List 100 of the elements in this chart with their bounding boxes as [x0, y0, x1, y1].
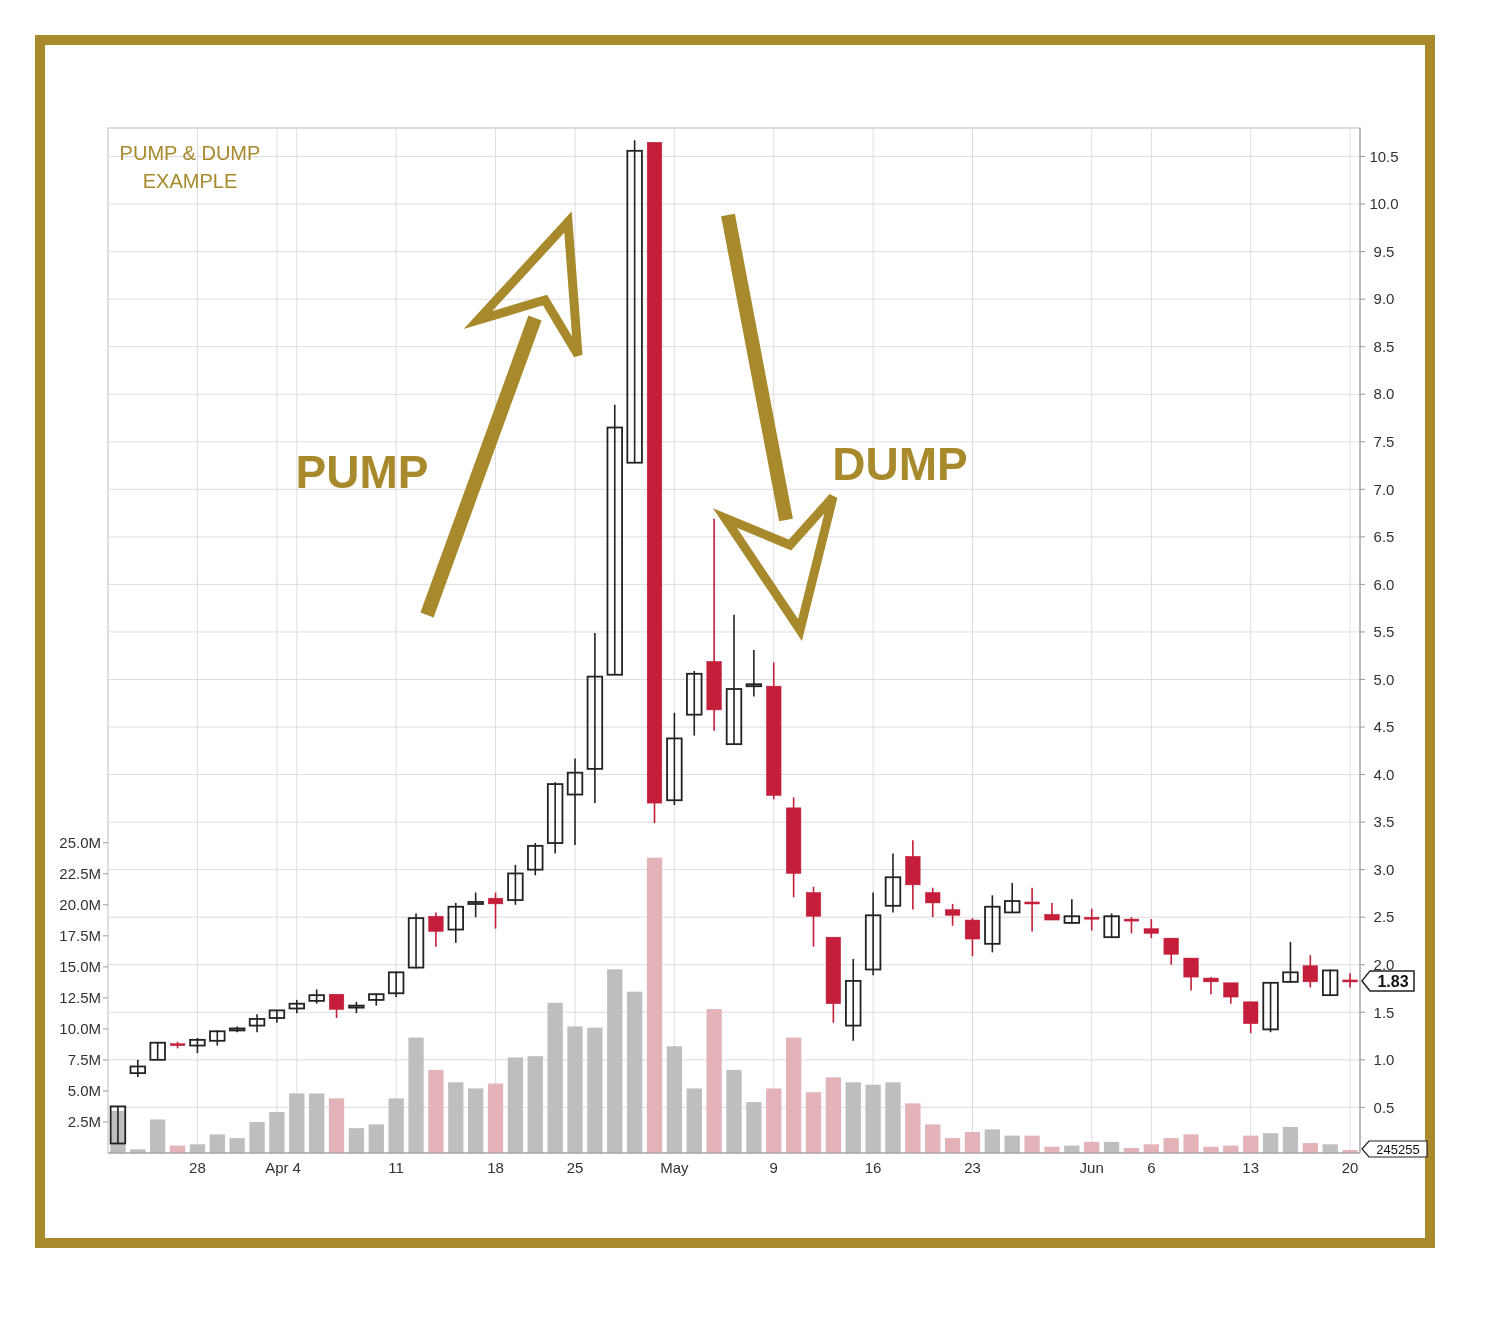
annotation: PUMP: [295, 446, 429, 498]
candlestick: [1342, 972, 1358, 989]
candlestick: [328, 993, 345, 1019]
y-tick-label: 10.0: [1369, 195, 1399, 213]
candlestick: [945, 903, 961, 927]
bar: [944, 1138, 961, 1153]
bar: [706, 1009, 722, 1153]
candlestick: [1163, 937, 1179, 966]
candlestick: [606, 403, 623, 676]
candlestick: [546, 781, 564, 855]
candlestick: [288, 999, 305, 1015]
candlestick: [1024, 886, 1040, 933]
candlestick: [487, 891, 504, 930]
candlestick: [1282, 941, 1299, 984]
candlestick: [1262, 981, 1279, 1034]
candlestick: [984, 894, 1001, 954]
y2-tick-label: 10.0M: [59, 1020, 101, 1038]
x-tick-label: 23: [964, 1159, 981, 1176]
candlestick: [268, 1009, 286, 1024]
bar: [646, 857, 663, 1153]
y-tick-label: 10.5: [1369, 147, 1399, 165]
bar: [925, 1124, 941, 1153]
candlestick: [1302, 954, 1318, 989]
candlestick: [387, 970, 405, 998]
y-tick-label: 0.5: [1373, 1098, 1395, 1116]
candlestick: [447, 902, 464, 944]
text: 245255: [1376, 1141, 1420, 1157]
candlestick: [626, 139, 643, 464]
y-tick-label: 5.5: [1373, 623, 1395, 641]
y-tick-label: 3.0: [1373, 860, 1395, 878]
y2-tick-label: 5.0M: [67, 1082, 101, 1100]
y-tick-label: 8.0: [1373, 385, 1395, 403]
x-tick-label: 20: [1341, 1159, 1359, 1176]
candlestick: [1321, 968, 1339, 997]
y2-tick-label: 15.0M: [59, 958, 101, 976]
y-tick-label: 4.0: [1373, 765, 1395, 783]
y-tick-label: 9.5: [1373, 242, 1395, 260]
y2-tick-label: 12.5M: [59, 989, 101, 1007]
candlestick: [805, 885, 822, 948]
x-tick-label: Jun: [1079, 1159, 1104, 1176]
y-tick-label: 4.5: [1373, 718, 1395, 736]
x-tick-label: 9: [769, 1159, 778, 1176]
bar: [428, 1069, 444, 1153]
candlestick: [964, 917, 981, 957]
bar: [1024, 1135, 1040, 1153]
candlestick: [925, 886, 941, 918]
candlestick: [248, 1013, 266, 1034]
annotation: DUMP: [832, 438, 968, 490]
bar: [905, 1103, 921, 1153]
bar: [766, 1088, 782, 1153]
candlestick: [407, 912, 425, 970]
x-tick-label: 18: [487, 1159, 504, 1176]
y2-tick-label: 17.5M: [59, 927, 101, 945]
candlestick: [686, 670, 703, 737]
candlestick: [864, 891, 882, 976]
bar: [964, 1131, 981, 1153]
y-tick-label: 2.0: [1373, 955, 1395, 973]
candlestick: [368, 992, 385, 1007]
text: 1.83: [1377, 972, 1409, 990]
y-tick-label: 1.0: [1373, 1051, 1395, 1069]
x-tick-label: 28: [189, 1159, 206, 1176]
y-tick-label: 3.5: [1373, 813, 1395, 831]
candlestick: [1063, 898, 1081, 925]
candlestick: [884, 852, 902, 914]
candlestick: [428, 911, 444, 948]
bar: [1183, 1134, 1199, 1153]
y2-tick-label: 2.5M: [67, 1113, 101, 1131]
y2-tick-label: 7.5M: [67, 1051, 101, 1069]
bar: [785, 1037, 802, 1153]
y2-tick-label: 25.0M: [59, 834, 101, 852]
candlestick: [527, 842, 544, 877]
candlestick: [507, 864, 524, 906]
candlestick: [1103, 912, 1120, 939]
candlestick: [1183, 957, 1199, 992]
y-tick-label: 1.5: [1373, 1003, 1395, 1021]
y-tick-label: 2.5: [1373, 908, 1395, 926]
y2-tick-label: 22.5M: [59, 865, 101, 883]
text: PUMP & DUMP EXAMPLE: [119, 142, 261, 192]
x-tick-label: 16: [864, 1159, 882, 1176]
x-tick-label: 4: [292, 1159, 301, 1176]
y-tick-label: 7.5: [1373, 433, 1395, 451]
candlestick: [586, 632, 604, 804]
y-tick-label: 9.0: [1373, 290, 1395, 308]
y-tick-label: 7.0: [1373, 480, 1395, 498]
y-tick-label: 6.5: [1373, 528, 1395, 546]
candlestick: [129, 1059, 147, 1078]
x-tick-label: 25: [566, 1159, 584, 1176]
candlestick: [845, 958, 862, 1042]
bar: [1163, 1138, 1179, 1153]
candlestick: [666, 711, 683, 806]
candlestick: [745, 649, 763, 698]
candlestick: [725, 614, 743, 746]
y-tick-label: 6.0: [1373, 575, 1395, 593]
bar: [805, 1092, 822, 1153]
x-tick-label: 13: [1242, 1159, 1260, 1176]
candlestick: [1084, 907, 1100, 932]
bar: [487, 1083, 504, 1153]
bar: [1243, 1135, 1259, 1153]
bar: [328, 1098, 345, 1153]
x-tick-label: 6: [1147, 1159, 1156, 1176]
